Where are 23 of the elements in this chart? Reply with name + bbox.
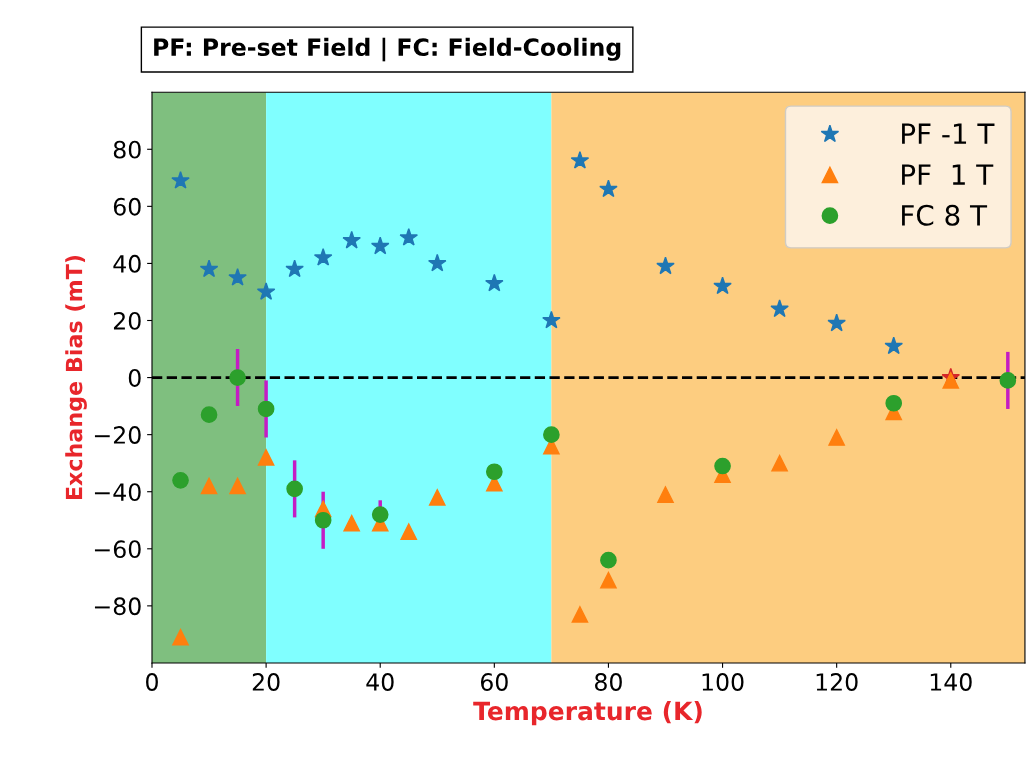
y-tick-label: −20	[94, 426, 141, 444]
x-tick-label: 120	[816, 673, 858, 691]
y-tick-label: −40	[94, 483, 141, 502]
x-tick-label: 140	[930, 673, 972, 691]
chart-title: PF: Pre-set Field | FC: Field-Cooling	[154, 37, 621, 62]
y-tick-label: 40	[113, 254, 141, 273]
legend-label: PF -1 T	[902, 123, 995, 144]
legend-label: PF 1 T	[902, 164, 994, 185]
x-tick-label: 40	[366, 673, 394, 691]
x-tick-label: 60	[480, 673, 508, 691]
x-tick-label: 80	[595, 673, 622, 691]
x-tick-label: 100	[702, 673, 744, 691]
y-tick-label: 60	[113, 197, 141, 216]
x-tick-label: 20	[252, 673, 280, 691]
x-tick-label: 0	[146, 673, 158, 691]
x-axis-title: Temperature (K)	[473, 701, 702, 726]
y-tick-label: 0	[128, 369, 141, 387]
y-tick-label: 20	[113, 311, 141, 330]
y-tick-label: −60	[94, 540, 141, 559]
y-tick-label: 80	[113, 140, 141, 159]
y-tick-label: −80	[94, 597, 141, 616]
y-axis-title: Exchange Bias (mT)	[65, 255, 87, 500]
legend-label: FC 8 T	[902, 204, 988, 226]
